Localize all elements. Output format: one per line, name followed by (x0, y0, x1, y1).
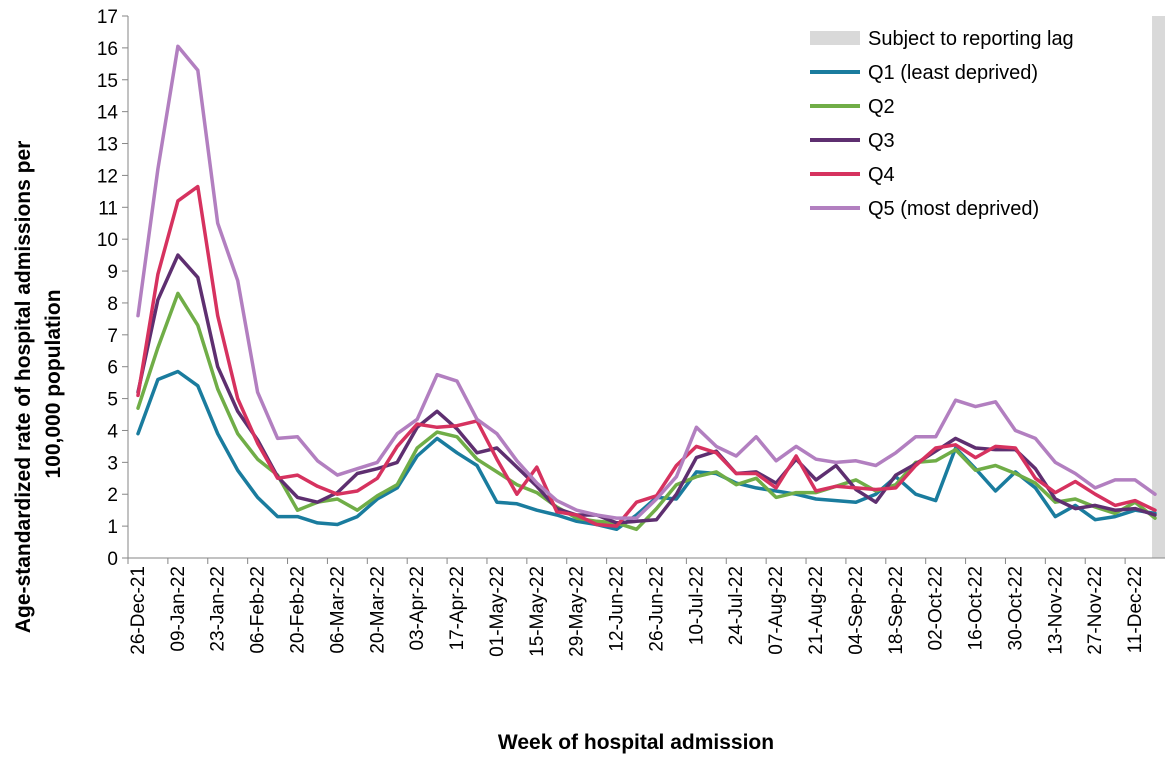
series-lines (136, 44, 1157, 532)
x-tick-label: 30-Oct-22 (1005, 566, 1026, 650)
legend-label-lag: Subject to reporting lag (868, 28, 1074, 50)
x-axis: 26-Dec-21 09-Jan-22 23-Jan-22 06-Feb-22 20-F… (127, 558, 1146, 657)
x-tick-label: 20-Mar-22 (367, 566, 388, 654)
series-line-q5 (136, 44, 1157, 520)
y-tick-label: 5 (107, 390, 118, 411)
x-tick-label: 12-Jun-22 (607, 566, 628, 652)
y-tick-label: 0 (107, 549, 118, 570)
x-tick-label: 18-Sep-22 (886, 566, 907, 655)
y-tick-label: 2 (107, 485, 118, 506)
y-tick-label: 17 (97, 7, 118, 28)
x-tick-label: 24-Jul-22 (726, 566, 747, 645)
x-tick-label: 10-Jul-22 (686, 566, 707, 645)
y-axis-title-line-1: Age-standardized rate of hospital admiss… (12, 141, 35, 633)
x-tick-label: 13-Nov-22 (1045, 566, 1066, 655)
legend-label-q5: Q5 (most deprived) (868, 198, 1039, 220)
x-tick-label: 01-May-22 (487, 566, 508, 657)
x-tick-label: 29-May-22 (567, 566, 588, 657)
y-tick-label: 14 (97, 103, 119, 124)
legend: Subject to reporting lag Q1 (least depriv… (810, 28, 1074, 220)
legend-label-q2: Q2 (868, 96, 895, 118)
x-tick-label: 15-May-22 (527, 566, 548, 657)
legend-label-q1: Q1 (least deprived) (868, 62, 1038, 84)
y-tick-label: 6 (107, 358, 118, 379)
x-tick-label: 11-Dec-22 (1125, 566, 1146, 653)
x-tick-label: 16-Oct-22 (966, 566, 987, 650)
y-tick-label: 4 (107, 421, 118, 442)
x-tick-label: 06-Mar-22 (327, 566, 348, 654)
x-tick-label: 03-Apr-22 (407, 566, 428, 651)
x-tick-label: 04-Sep-22 (846, 566, 867, 655)
series-line-q3 (136, 253, 1157, 525)
y-tick-label: 1 (107, 517, 118, 538)
y-axis-title-line-2: 100,000 population (42, 289, 65, 478)
x-tick-label: 07-Aug-22 (766, 566, 787, 655)
y-tick-label: 16 (97, 39, 118, 60)
y-axis-title: Age-standardized rate of hospital admiss… (12, 135, 65, 633)
x-tick-label: 23-Jan-22 (208, 566, 229, 652)
y-tick-label: 12 (97, 166, 118, 187)
reporting-lag-band (1152, 16, 1165, 558)
series-line-q4 (136, 184, 1157, 528)
y-tick-label: 3 (107, 453, 118, 474)
x-tick-label: 27-Nov-22 (1085, 566, 1106, 655)
y-tick-label: 9 (107, 262, 118, 283)
x-tick-label: 20-Feb-22 (288, 566, 309, 654)
legend-label-q4: Q4 (868, 164, 895, 186)
x-tick-label: 17-Apr-22 (447, 566, 468, 651)
x-tick-label: 06-Feb-22 (248, 566, 269, 654)
x-axis-title: Week of hospital admission (498, 731, 774, 754)
x-tick-label: 26-Dec-21 (128, 566, 149, 655)
legend-swatch-lag (810, 31, 860, 45)
x-tick-label: 26-Jun-22 (646, 566, 667, 652)
x-tick-label: 21-Aug-22 (806, 566, 827, 655)
y-tick-label: 7 (107, 326, 118, 347)
legend-label-q3: Q3 (868, 130, 895, 152)
y-tick-label: 15 (97, 71, 118, 92)
y-tick-label: 13 (97, 135, 118, 156)
x-tick-label: 02-Oct-22 (926, 566, 947, 650)
y-tick-label: 8 (107, 294, 118, 315)
y-tick-label: 11 (98, 198, 118, 219)
y-tick-label: 10 (97, 230, 118, 251)
x-tick-label: 09-Jan-22 (168, 566, 189, 652)
